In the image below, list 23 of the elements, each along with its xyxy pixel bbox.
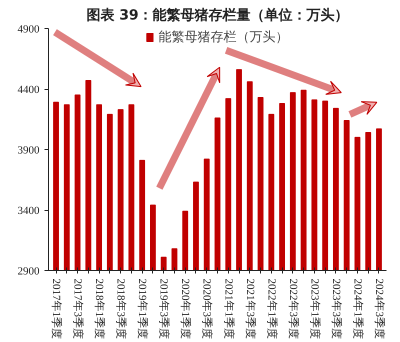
x-tick-label: 2022年1季度 [265, 278, 278, 339]
x-tick-label: 2021年1季度 [222, 278, 236, 339]
legend-label: 能繁母猪存栏（万头） [158, 29, 288, 46]
y-tick-label: 4900 [18, 24, 40, 36]
x-tick-label: 2021年3季度 [244, 278, 257, 339]
y-tick-label: 3400 [18, 205, 40, 217]
x-tick-label: 2020年1季度 [179, 278, 192, 339]
x-tick-label: 2019年3季度 [158, 278, 171, 339]
y-tick-label: 3900 [18, 144, 40, 156]
x-tick-label: 2022年3季度 [286, 278, 300, 339]
x-tick-label: 2017年3季度 [72, 278, 85, 339]
x-tick-label: 2024年3季度 [372, 278, 386, 339]
x-tick-label: 2018年1季度 [93, 278, 106, 339]
x-tick-label: 2020年3季度 [200, 278, 214, 339]
x-tick-label: 2023年1季度 [308, 278, 322, 339]
x-tick-label: 2018年3季度 [114, 278, 128, 339]
y-tick-label: 4400 [18, 84, 40, 96]
chart-title: 图表 39：能繁母猪存栏量（单位：万头） [86, 8, 349, 24]
x-tick-label: 2024年1季度 [351, 278, 364, 339]
y-tick-label: 2900 [18, 266, 40, 278]
x-tick-label: 2017年1季度 [50, 278, 64, 339]
x-tick-label: 2019年1季度 [136, 278, 150, 339]
x-tick-label: 2023年3季度 [330, 278, 343, 339]
